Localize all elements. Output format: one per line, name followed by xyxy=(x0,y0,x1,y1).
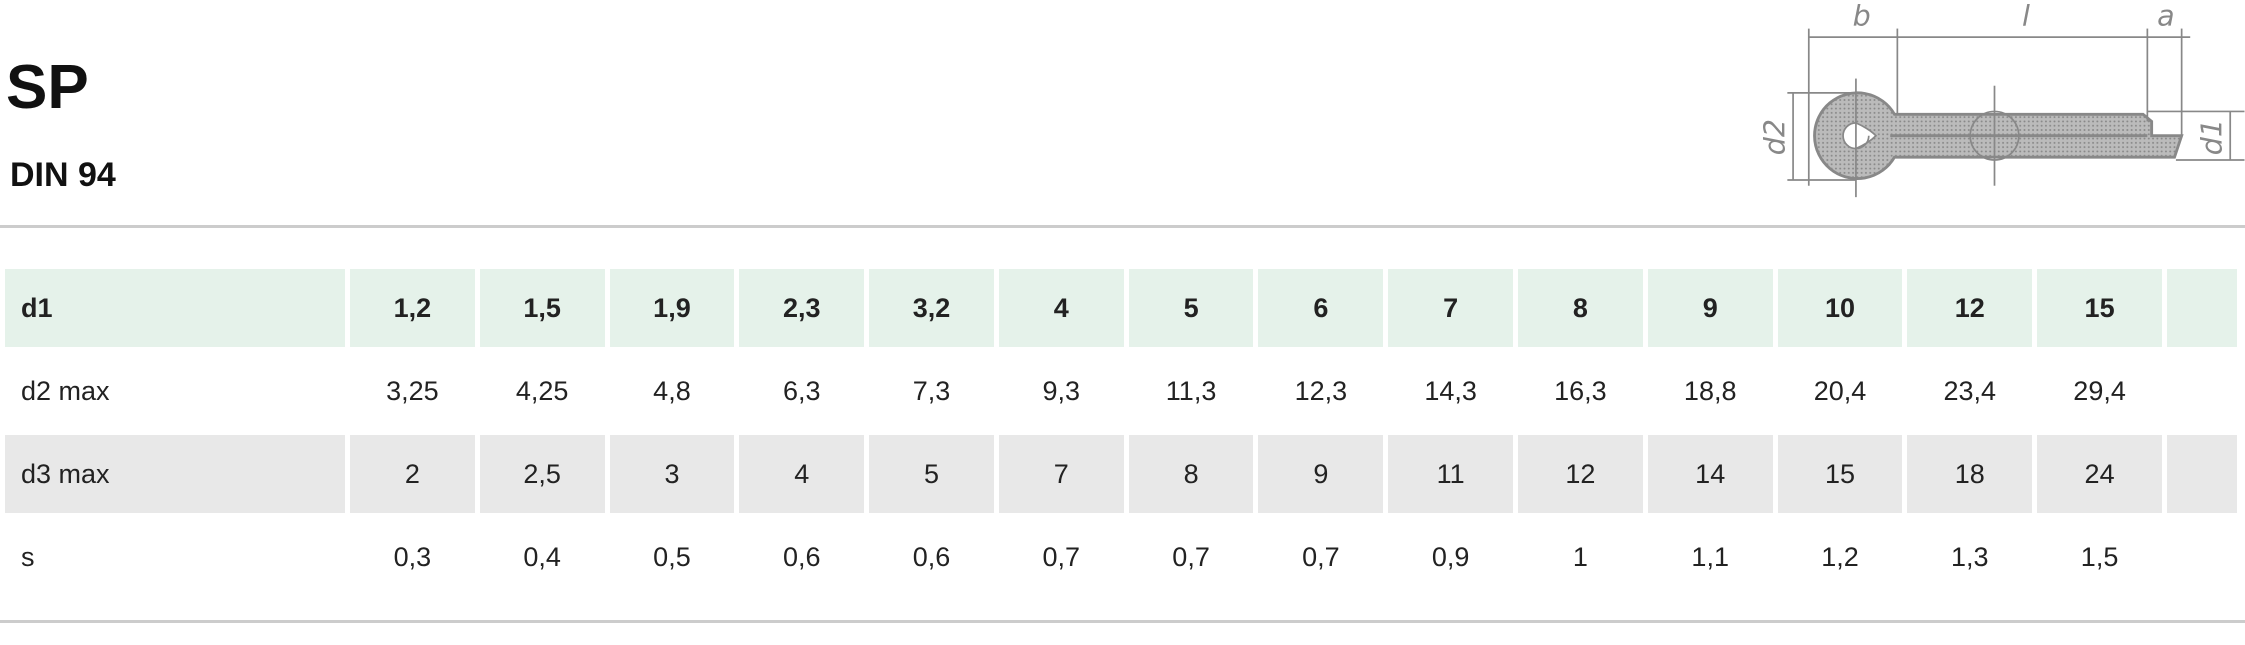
table-cell: 18,8 xyxy=(1683,375,1737,406)
table-cell: 1,1 xyxy=(1691,541,1729,572)
table-cell: 24 xyxy=(2037,435,2162,513)
table-cell: 1,9 xyxy=(609,269,735,347)
table-cell: 18 xyxy=(1907,435,2033,513)
table-row: s 0,3 0,4 0,5 0,6 0,6 0,7 0,7 0,7 0,9 1 1,1 1,2 1,3 1,… xyxy=(5,518,2237,596)
spec-table: d1 1,2 1,5 1,9 2,3 3,2 4 5 6 7 8 9 10 12 15 d2 max 3,25 4… xyxy=(0,264,2242,601)
table-cell: 8 xyxy=(1518,269,1643,347)
label-d1: d1 xyxy=(2195,119,2229,155)
divider xyxy=(0,620,2245,623)
table-cell: 1,5 xyxy=(2080,541,2119,572)
empty-cell xyxy=(2167,352,2237,430)
table-cell: 1,3 xyxy=(1950,541,1989,572)
table-row: d1 1,2 1,5 1,9 2,3 3,2 4 5 6 7 8 9 10 12 15 xyxy=(5,269,2237,347)
table-cell: 3 xyxy=(609,435,735,513)
table-cell: 29,4 xyxy=(2073,375,2126,406)
table-cell: 1,2 xyxy=(350,269,475,347)
row-label: d1 xyxy=(5,269,345,347)
label-a: a xyxy=(2157,0,2175,33)
table-cell: 15 xyxy=(1777,435,1903,513)
table-cell: 0,3 xyxy=(393,541,432,572)
table-cell: 14 xyxy=(1647,435,1773,513)
table-cell: 4 xyxy=(739,435,865,513)
table-row: d3 max 2 2,5 3 4 5 7 8 9 11 12 14 15 18 24 xyxy=(5,435,2237,513)
table-cell: 7,3 xyxy=(912,375,951,406)
table-cell: 7 xyxy=(998,435,1124,513)
table-cell: 5 xyxy=(1128,269,1254,347)
table-cell: 1 xyxy=(1572,541,1588,572)
table-cell: 16,3 xyxy=(1554,375,1607,406)
table-cell: 2,5 xyxy=(479,435,605,513)
title: SP xyxy=(6,53,89,122)
table-cell: 23,4 xyxy=(1943,375,1997,406)
table-cell: 2 xyxy=(350,435,475,513)
table-cell: 15 xyxy=(2037,269,2162,347)
table-cell: 3,25 xyxy=(386,375,439,406)
table-row: d2 max 3,25 4,25 4,8 6,3 7,3 9,3 11,3 12,3 14,3 16… xyxy=(5,352,2237,430)
table-cell: 6,3 xyxy=(782,375,821,406)
table-cell: 12 xyxy=(1907,269,2033,347)
table-cell: 0,7 xyxy=(1172,541,1210,572)
table-cell: 1,5 xyxy=(479,269,605,347)
table-cell: 7 xyxy=(1388,269,1514,347)
table-cell: 11,3 xyxy=(1165,375,1217,406)
table-cell: 6 xyxy=(1258,269,1384,347)
table-cell: 0,7 xyxy=(1042,541,1081,572)
table-cell: 3,2 xyxy=(869,269,994,347)
table-cell: 9 xyxy=(1258,435,1384,513)
label-l: l xyxy=(2022,0,2030,33)
table-cell: 0,6 xyxy=(912,541,951,572)
empty-cell xyxy=(2167,435,2237,513)
table-cell: 0,5 xyxy=(653,541,691,572)
cotter-pin-diagram: b l a d2 d1 xyxy=(1758,0,2245,198)
table-cell: 1,2 xyxy=(1821,541,1859,572)
table-cell: 0,7 xyxy=(1302,541,1340,572)
label-b: b xyxy=(1853,0,1871,33)
table-cell: 11 xyxy=(1388,435,1514,513)
table-cell: 5 xyxy=(869,435,994,513)
table-cell: 0,6 xyxy=(782,541,821,572)
table-cell: 20,4 xyxy=(1813,375,1867,406)
subtitle: DIN 94 xyxy=(10,156,116,194)
table-cell: 9 xyxy=(1647,269,1773,347)
empty-cell xyxy=(2167,269,2237,347)
table-cell: 12,3 xyxy=(1294,375,1348,406)
table-cell: 2,3 xyxy=(739,269,865,347)
table-cell: 14,3 xyxy=(1424,375,1477,406)
table-cell: 0,9 xyxy=(1431,541,1470,572)
table-cell: 4 xyxy=(998,269,1124,347)
row-label: s xyxy=(21,541,35,572)
table-cell: 9,3 xyxy=(1042,375,1081,406)
table-cell: 8 xyxy=(1128,435,1254,513)
table-cell: 4,25 xyxy=(515,375,569,406)
empty-cell xyxy=(2167,518,2237,596)
row-label: d2 max xyxy=(21,375,110,406)
label-d2: d2 xyxy=(1758,119,1792,155)
table-cell: 0,4 xyxy=(523,541,561,572)
divider xyxy=(0,225,2245,228)
table-cell: 12 xyxy=(1518,435,1643,513)
table-cell: 10 xyxy=(1777,269,1903,347)
row-label: d3 max xyxy=(5,435,345,513)
table-cell: 4,8 xyxy=(653,375,691,406)
